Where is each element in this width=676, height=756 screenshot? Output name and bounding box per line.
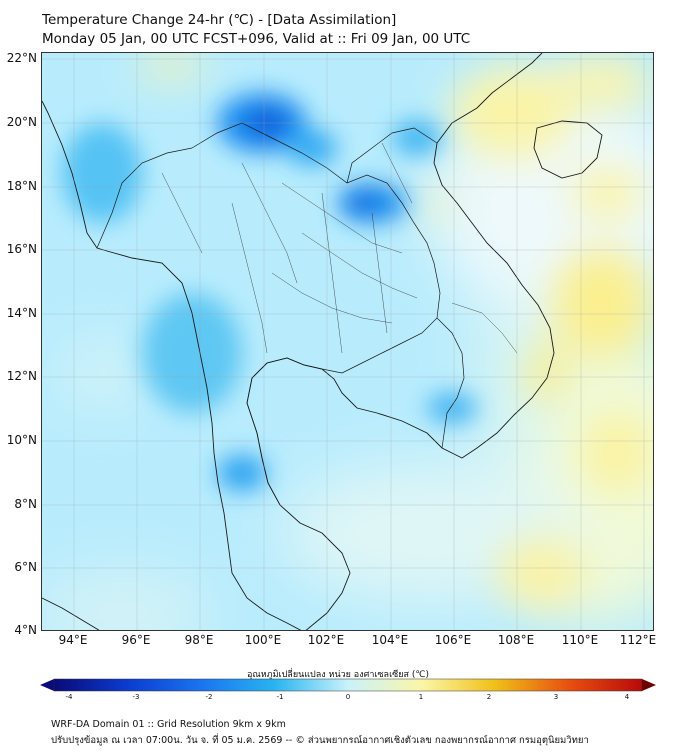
map-panel bbox=[41, 52, 654, 631]
hainan-island bbox=[533, 120, 603, 179]
lon-label-98: 98°E bbox=[184, 633, 214, 647]
lat-label-22: 22°N bbox=[6, 51, 37, 65]
lat-label-10: 10°N bbox=[6, 433, 37, 447]
lat-label-12: 12°N bbox=[6, 369, 37, 383]
laos-border bbox=[346, 127, 438, 184]
colorbar bbox=[40, 678, 656, 692]
lat-label-4: 4°N bbox=[14, 623, 37, 637]
mainland-coast bbox=[42, 100, 302, 630]
lon-label-104: 104°E bbox=[371, 633, 409, 647]
colorbar-tick: 3 bbox=[553, 693, 559, 701]
map-subtitle: Monday 05 Jan, 00 UTC FCST+096, Valid at… bbox=[42, 31, 471, 47]
thailand-border bbox=[191, 122, 441, 506]
colorbar-tick: -1 bbox=[276, 693, 284, 701]
sumatra-coast bbox=[42, 597, 100, 630]
update-credit: ปรับปรุงข้อมูล ณ เวลา 07:00น. วัน จ. ที่… bbox=[51, 735, 589, 746]
map-title: Temperature Change 24-hr (℃) - [Data Ass… bbox=[42, 12, 397, 28]
lon-label-94: 94°E bbox=[58, 633, 88, 647]
lat-label-16: 16°N bbox=[6, 242, 37, 256]
colorbar-tick: -4 bbox=[65, 693, 73, 701]
colorbar-tick: 2 bbox=[486, 693, 492, 701]
lon-label-96: 96°E bbox=[121, 633, 151, 647]
model-info: WRF-DA Domain 01 :: Grid Resolution 9km … bbox=[51, 719, 286, 730]
colorbar-right-extend bbox=[642, 679, 656, 691]
lon-label-100: 100°E bbox=[244, 633, 282, 647]
colorbar-left-extend bbox=[40, 679, 54, 691]
lat-label-20: 20°N bbox=[6, 115, 37, 129]
cambodia-border bbox=[436, 317, 465, 449]
field-cold bbox=[62, 93, 477, 491]
colorbar-tick: 4 bbox=[624, 693, 630, 701]
lon-label-112: 112°E bbox=[619, 633, 657, 647]
lon-label-102: 102°E bbox=[307, 633, 345, 647]
colorbar-tick: -3 bbox=[132, 693, 140, 701]
lat-label-14: 14°N bbox=[6, 306, 37, 320]
colorbar-tick: -2 bbox=[205, 693, 213, 701]
lat-label-8: 8°N bbox=[14, 497, 37, 511]
field-warm bbox=[137, 54, 652, 608]
colorbar-gradient bbox=[53, 678, 643, 692]
colorbar-title: อุณหภูมิเปลี่ยนแปลง หน่วย องศาเซลเซียส (… bbox=[246, 670, 430, 680]
temperature-change-map bbox=[42, 53, 653, 630]
myanmar-border bbox=[96, 147, 193, 249]
lon-label-110: 110°E bbox=[561, 633, 599, 647]
province-lines bbox=[161, 142, 518, 354]
colorbar-tick: 1 bbox=[418, 693, 424, 701]
national-borders bbox=[96, 122, 465, 506]
graticule bbox=[42, 53, 653, 630]
colorbar-tick: 0 bbox=[345, 693, 351, 701]
lat-label-18: 18°N bbox=[6, 179, 37, 193]
lon-label-106: 106°E bbox=[434, 633, 472, 647]
lat-label-6: 6°N bbox=[14, 560, 37, 574]
lon-label-108: 108°E bbox=[497, 633, 535, 647]
